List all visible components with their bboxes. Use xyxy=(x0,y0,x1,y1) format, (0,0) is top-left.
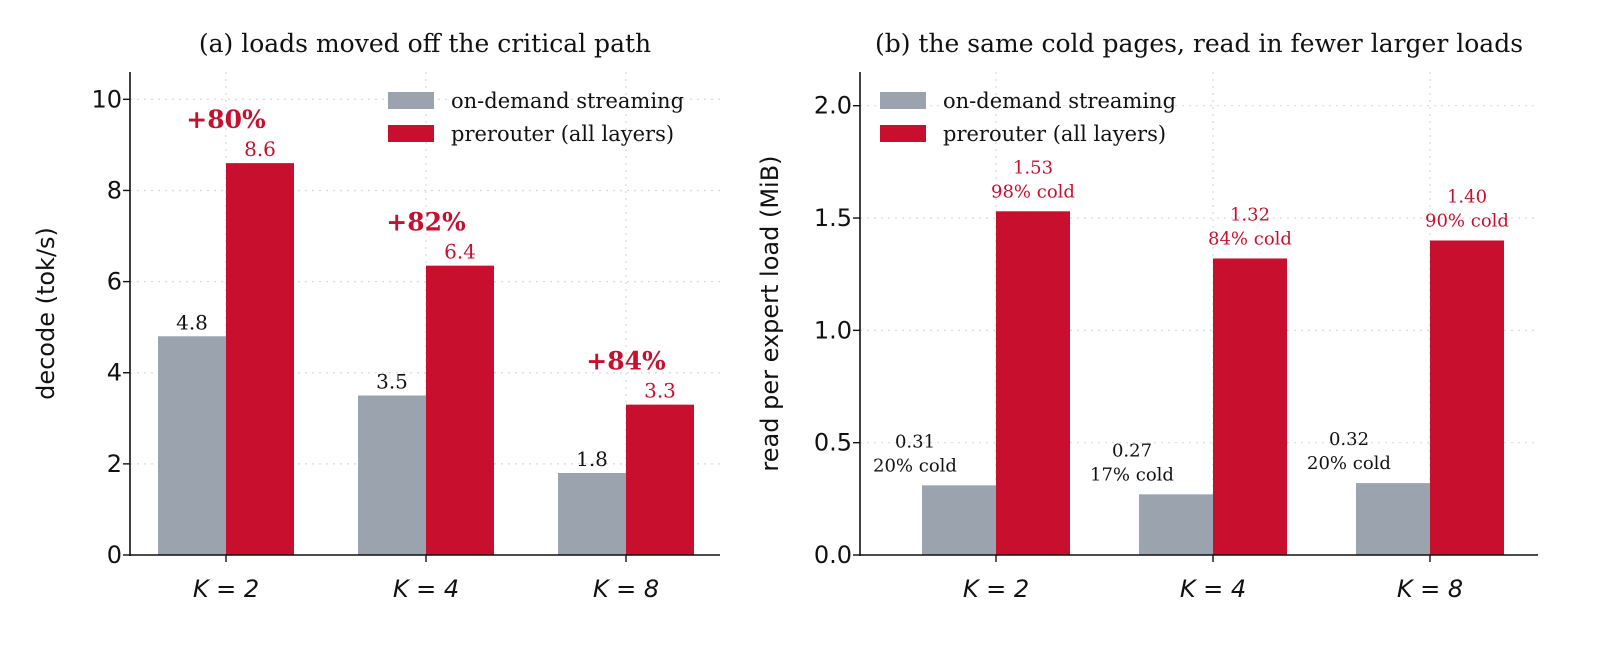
panel-a: 0 2 4 6 8 10 K = 2 K = 4 K = 8 (a) loads moved of… xyxy=(32,29,720,603)
bar-prerouter-1 xyxy=(996,211,1070,555)
y-axis-label: read per expert load (MiB) xyxy=(756,155,784,471)
bar-value-label: 1.40 xyxy=(1447,186,1487,207)
x-tick-label: K = 4 xyxy=(393,575,459,603)
chart-title: (b) the same cold pages, read in fewer l… xyxy=(875,29,1523,58)
y-tick-label: 4 xyxy=(107,359,122,387)
gain-annotation: +80% xyxy=(186,105,266,134)
bar-prerouter-2 xyxy=(426,265,494,555)
bar-value-label: 4.8 xyxy=(176,310,208,334)
bar-prerouter-2 xyxy=(1213,258,1287,555)
bar-streaming-1 xyxy=(922,485,996,555)
gain-annotation: +84% xyxy=(586,347,666,376)
y-tick-label: 1.0 xyxy=(814,316,852,344)
legend-swatch-prerouter xyxy=(388,125,434,142)
bar-value-label: 0.27 xyxy=(1112,440,1152,461)
bar-sublabel: 84% cold xyxy=(1208,228,1292,249)
legend-swatch-streaming xyxy=(880,92,926,109)
bar-prerouter-3 xyxy=(626,404,694,555)
bar-streaming-2 xyxy=(1139,494,1213,555)
bar-sublabel: 20% cold xyxy=(873,455,957,476)
bar-value-label: 3.5 xyxy=(376,370,408,394)
bar-streaming-3 xyxy=(1356,483,1430,555)
chart-title: (a) loads moved off the critical path xyxy=(199,29,651,58)
legend-swatch-streaming xyxy=(388,92,434,109)
bar-sublabel: 98% cold xyxy=(991,181,1075,202)
bar-value-label: 1.32 xyxy=(1230,204,1270,225)
bar-value-label: 1.8 xyxy=(576,447,608,471)
y-tick-label: 10 xyxy=(91,85,122,113)
y-tick-label: 1.5 xyxy=(814,204,852,232)
bar-value-label: 0.32 xyxy=(1329,429,1369,450)
bar-prerouter-3 xyxy=(1430,240,1504,555)
panel-b: 0.0 0.5 1.0 1.5 2.0 K = 2 K = 4 K = 8 (b) the sa… xyxy=(756,29,1538,603)
x-tick-label: K = 4 xyxy=(1180,575,1246,603)
bar-value-label: 3.3 xyxy=(644,379,676,403)
y-tick-label: 2.0 xyxy=(814,92,852,120)
legend-label-streaming: on-demand streaming xyxy=(943,89,1176,113)
bar-sublabel: 17% cold xyxy=(1090,464,1174,485)
legend-label-streaming: on-demand streaming xyxy=(451,89,684,113)
y-tick-label: 0.0 xyxy=(814,541,852,569)
y-tick-label: 2 xyxy=(107,450,122,478)
y-tick-label: 8 xyxy=(107,176,122,204)
x-tick-label: K = 2 xyxy=(963,575,1029,603)
bar-streaming-1 xyxy=(158,336,226,555)
bar-value-label: 1.53 xyxy=(1013,157,1053,178)
x-tick-label: K = 8 xyxy=(1397,575,1463,603)
bar-prerouter-1 xyxy=(226,163,294,555)
x-tick-label: K = 2 xyxy=(193,575,259,603)
bar-sublabel: 90% cold xyxy=(1425,210,1509,231)
gain-annotation: +82% xyxy=(386,208,466,237)
legend-label-prerouter: prerouter (all layers) xyxy=(943,122,1166,146)
y-tick-label: 0 xyxy=(107,541,122,569)
legend-swatch-prerouter xyxy=(880,125,926,142)
y-axis-label: decode (tok/s) xyxy=(32,227,60,400)
bar-sublabel: 20% cold xyxy=(1307,453,1391,474)
bar-streaming-2 xyxy=(358,395,426,555)
x-tick-label: K = 8 xyxy=(593,575,659,603)
y-tick-label: 6 xyxy=(107,268,122,296)
bar-streaming-3 xyxy=(558,472,626,555)
y-tick-label: 0.5 xyxy=(814,429,852,457)
bar-value-label: 6.4 xyxy=(444,240,476,264)
legend-label-prerouter: prerouter (all layers) xyxy=(451,122,674,146)
bar-value-label: 0.31 xyxy=(895,431,935,452)
bar-value-label: 8.6 xyxy=(244,137,276,161)
